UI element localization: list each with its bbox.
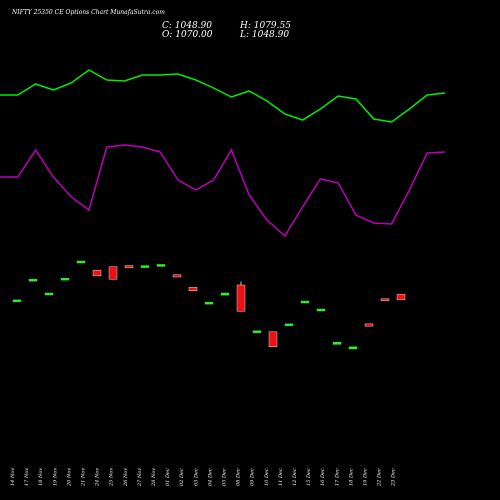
- candle: [124, 265, 134, 269]
- candle: [188, 287, 198, 291]
- x-tick-label: 19 Nov: [52, 468, 58, 486]
- candle: [316, 308, 326, 312]
- x-tick-label: 28 Nov: [151, 468, 157, 487]
- x-tick-label: 24 Nov: [95, 468, 101, 487]
- x-tick-label: 14 Nov: [10, 468, 16, 486]
- candle: [220, 292, 230, 296]
- x-tick-label: 26 Nov: [123, 468, 129, 487]
- low-label: L: 1048.90: [239, 30, 289, 40]
- x-tick-label: 17 Dec: [334, 468, 340, 486]
- candle: [172, 274, 182, 278]
- x-tick-label: 11 Dec: [278, 468, 284, 486]
- x-tick-label: 27 Nov: [137, 468, 143, 487]
- candle: [44, 292, 54, 296]
- open-label: O: 1070.00: [162, 30, 213, 40]
- candle: [156, 264, 166, 267]
- x-tick-label: 08 Dec: [236, 468, 242, 486]
- candle: [284, 323, 294, 327]
- candle: [332, 341, 342, 345]
- candles: [12, 260, 406, 350]
- candle: [28, 279, 38, 282]
- x-tick-label: 04 Dec: [207, 468, 213, 486]
- candle: [300, 300, 310, 304]
- candle: [140, 265, 150, 268]
- close-label: C: 1048.90: [162, 21, 212, 31]
- x-tick-label: 18 Dec: [348, 468, 354, 486]
- x-tick-label: 25 Nov: [109, 468, 115, 487]
- chart-title: NIFTY 25350 CE Options Chart MunafaSutra…: [11, 9, 165, 16]
- candle: [348, 346, 358, 350]
- candle: [92, 269, 102, 277]
- candle: [380, 298, 390, 301]
- candle: [364, 323, 374, 327]
- x-tick-label: 20 Nov: [66, 468, 72, 487]
- candle: [60, 277, 70, 281]
- x-tick-label: 01 Dec: [165, 468, 171, 486]
- x-tick-label: 16 Dec: [320, 468, 326, 486]
- x-tick-label: 03 Dec: [193, 468, 199, 486]
- x-tick-label: 05 Dec: [222, 468, 228, 486]
- candle: [252, 330, 262, 333]
- x-tick-label: 09 Dec: [250, 468, 256, 486]
- x-tick-label: 21 Nov: [81, 468, 87, 487]
- candle: [268, 331, 278, 347]
- candle: [12, 299, 22, 303]
- x-tick-label: 15 Dec: [306, 468, 312, 486]
- indicator-lines: [0, 69, 446, 238]
- x-tick-label: 19 Dec: [363, 468, 369, 486]
- x-tick-label: 22 Dec: [377, 468, 383, 487]
- candle: [236, 284, 246, 312]
- candle: [76, 260, 86, 264]
- candle: [108, 266, 118, 280]
- x-axis-ticks: 14 Nov 17 Nov 18 Nov 19 Nov 20 Nov 21 Nov 24 N…: [10, 468, 397, 487]
- x-tick-label: 02 Dec: [179, 468, 185, 486]
- x-tick-label: 18 Nov: [38, 468, 44, 486]
- magenta-indicator-line: [0, 144, 446, 238]
- high-label: H: 1079.55: [239, 21, 291, 31]
- candle: [204, 301, 214, 305]
- green-indicator-line: [0, 69, 446, 123]
- x-tick-label: 10 Dec: [264, 468, 270, 486]
- x-tick-label: 23 Dec: [391, 468, 397, 487]
- candle: [396, 293, 406, 301]
- x-tick-label: 17 Nov: [24, 468, 30, 486]
- x-tick-label: 12 Dec: [292, 468, 298, 486]
